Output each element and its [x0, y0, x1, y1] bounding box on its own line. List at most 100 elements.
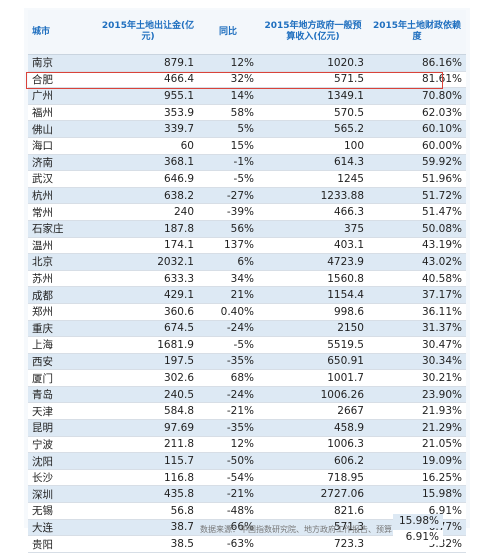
source-note: 数据来源：中国指数研究院、地方政府工作报告、预算	[200, 525, 392, 534]
yoy-cell: -27%	[198, 187, 258, 205]
budget-revenue-cell: 571.5	[258, 71, 368, 89]
city-cell: 无锡	[28, 502, 98, 520]
yoy-cell: 21%	[198, 286, 258, 304]
city-cell: 上海	[28, 336, 98, 354]
table-row: 长沙 116.8 -54% 718.95 16.25%	[28, 469, 466, 487]
budget-revenue-cell: 718.95	[258, 469, 368, 487]
dependence-cell: 37.17%	[368, 286, 466, 304]
budget-revenue-cell: 1349.1	[258, 87, 368, 105]
dependence-cell: 60.10%	[368, 120, 466, 138]
table-row: 广州 955.1 14% 1349.1 70.80%	[28, 87, 466, 105]
dependence-cell: 43.02%	[368, 253, 466, 271]
header-dependence: 2015年土地财政依赖度	[368, 10, 466, 55]
city-cell: 郑州	[28, 303, 98, 321]
city-cell: 成都	[28, 286, 98, 304]
city-cell: 西安	[28, 353, 98, 371]
dependence-cell: 21.05%	[368, 436, 466, 454]
table-row: 深圳 435.8 -21% 2727.06 15.98%	[28, 485, 466, 504]
dependence-cell: 51.72%	[368, 187, 466, 205]
table-row: 宁波 211.8 12% 1006.3 21.05%	[28, 436, 466, 454]
yoy-cell: -35%	[198, 353, 258, 371]
city-cell: 海口	[28, 137, 98, 155]
budget-revenue-cell: 466.3	[258, 203, 368, 221]
table-row: 青岛 240.5 -24% 1006.26 23.90%	[28, 386, 466, 404]
land-revenue-cell: 360.6	[98, 303, 198, 321]
budget-revenue-cell: 565.2	[258, 120, 368, 138]
dependence-cell: 62.03%	[368, 104, 466, 122]
budget-revenue-cell: 1020.3	[258, 54, 368, 72]
yoy-cell: -5%	[198, 336, 258, 354]
city-cell: 杭州	[28, 187, 98, 205]
table-row: 重庆 674.5 -24% 2150 31.37%	[28, 320, 466, 338]
yoy-cell: 137%	[198, 237, 258, 255]
land-revenue-cell: 211.8	[98, 436, 198, 454]
table-row: 西安 197.5 -35% 650.91 30.34%	[28, 353, 466, 371]
budget-revenue-cell: 1245	[258, 170, 368, 188]
table-row: 沈阳 115.7 -50% 606.2 19.09%	[28, 452, 466, 470]
yoy-cell: -21%	[198, 402, 258, 421]
city-cell: 贵阳	[28, 535, 98, 553]
header-land-revenue: 2015年土地出让金(亿元)	[98, 10, 198, 55]
yoy-cell: 58%	[198, 104, 258, 122]
budget-revenue-cell: 650.91	[258, 353, 368, 371]
yoy-cell: -5%	[198, 170, 258, 188]
budget-revenue-cell: 1006.3	[258, 436, 368, 454]
budget-revenue-cell: 570.5	[258, 104, 368, 122]
dependence-cell: 59.92%	[368, 154, 466, 172]
city-cell: 昆明	[28, 419, 98, 437]
land-revenue-cell: 879.1	[98, 54, 198, 72]
table-row: 武汉 646.9 -5% 1245 51.96%	[28, 170, 466, 188]
city-cell: 沈阳	[28, 452, 98, 470]
budget-revenue-cell: 1560.8	[258, 270, 368, 288]
city-cell: 温州	[28, 237, 98, 255]
budget-revenue-cell: 614.3	[258, 154, 368, 172]
yoy-cell: -66%	[198, 519, 258, 537]
dependence-cell: 81.61%	[368, 71, 466, 89]
land-revenue-cell: 429.1	[98, 286, 198, 304]
city-cell: 武汉	[28, 170, 98, 188]
land-revenue-cell: 638.2	[98, 187, 198, 205]
land-revenue-cell: 302.6	[98, 369, 198, 387]
yoy-cell: -48%	[198, 502, 258, 520]
dependence-cell: 30.21%	[368, 369, 466, 387]
table-row: 海口 60 15% 100 60.00%	[28, 137, 466, 155]
dependence-cell: 21.93%	[368, 402, 466, 421]
extra-value-2: 6.91%	[393, 530, 443, 544]
city-cell: 深圳	[28, 485, 98, 504]
city-cell: 佛山	[28, 120, 98, 138]
table-row: 成都 429.1 21% 1154.4 37.17%	[28, 286, 466, 304]
dependence-cell: 31.37%	[368, 320, 466, 338]
dependence-cell: 36.11%	[368, 303, 466, 321]
yoy-cell: -24%	[198, 320, 258, 338]
city-cell: 大连	[28, 519, 98, 537]
land-revenue-cell: 368.1	[98, 154, 198, 172]
city-cell: 厦门	[28, 369, 98, 387]
city-cell: 常州	[28, 203, 98, 221]
header-city: 城市	[28, 10, 98, 55]
land-revenue-cell: 1681.9	[98, 336, 198, 354]
dependence-cell: 70.80%	[368, 87, 466, 105]
land-revenue-cell: 115.7	[98, 452, 198, 470]
yoy-cell: 12%	[198, 54, 258, 72]
dependence-cell: 21.29%	[368, 419, 466, 437]
table-row: 杭州 638.2 -27% 1233.88 51.72%	[28, 187, 466, 205]
city-cell: 福州	[28, 104, 98, 122]
city-cell: 长沙	[28, 469, 98, 487]
yoy-cell: -50%	[198, 452, 258, 470]
city-cell: 天津	[28, 402, 98, 421]
dependence-cell: 51.47%	[368, 203, 466, 221]
land-finance-table: 城市 2015年土地出让金(亿元) 同比 2015年地方政府一般预算收入(亿元)…	[28, 10, 466, 553]
budget-revenue-cell: 1154.4	[258, 286, 368, 304]
table-row: 北京 2032.1 6% 4723.9 43.02%	[28, 253, 466, 271]
yoy-cell: -39%	[198, 203, 258, 221]
city-cell: 重庆	[28, 320, 98, 338]
dependence-cell: 15.98%	[368, 485, 466, 504]
land-revenue-cell: 674.5	[98, 320, 198, 338]
dependence-cell: 23.90%	[368, 386, 466, 404]
yoy-cell: -63%	[198, 535, 258, 553]
city-cell: 青岛	[28, 386, 98, 404]
budget-revenue-cell: 2150	[258, 320, 368, 338]
dependence-cell: 43.19%	[368, 237, 466, 255]
dependence-cell: 50.08%	[368, 220, 466, 238]
budget-revenue-cell: 1001.7	[258, 369, 368, 387]
